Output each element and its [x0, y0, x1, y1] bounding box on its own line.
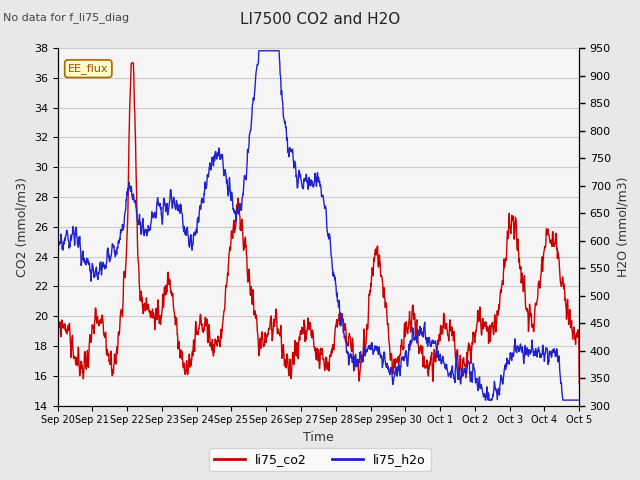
- X-axis label: Time: Time: [303, 431, 334, 444]
- Text: EE_flux: EE_flux: [68, 63, 109, 74]
- Text: LI7500 CO2 and H2O: LI7500 CO2 and H2O: [240, 12, 400, 27]
- Y-axis label: H2O (mmol/m3): H2O (mmol/m3): [616, 177, 629, 277]
- Text: No data for f_li75_diag: No data for f_li75_diag: [3, 12, 129, 23]
- Y-axis label: CO2 (mmol/m3): CO2 (mmol/m3): [15, 177, 28, 277]
- Legend: li75_co2, li75_h2o: li75_co2, li75_h2o: [209, 448, 431, 471]
